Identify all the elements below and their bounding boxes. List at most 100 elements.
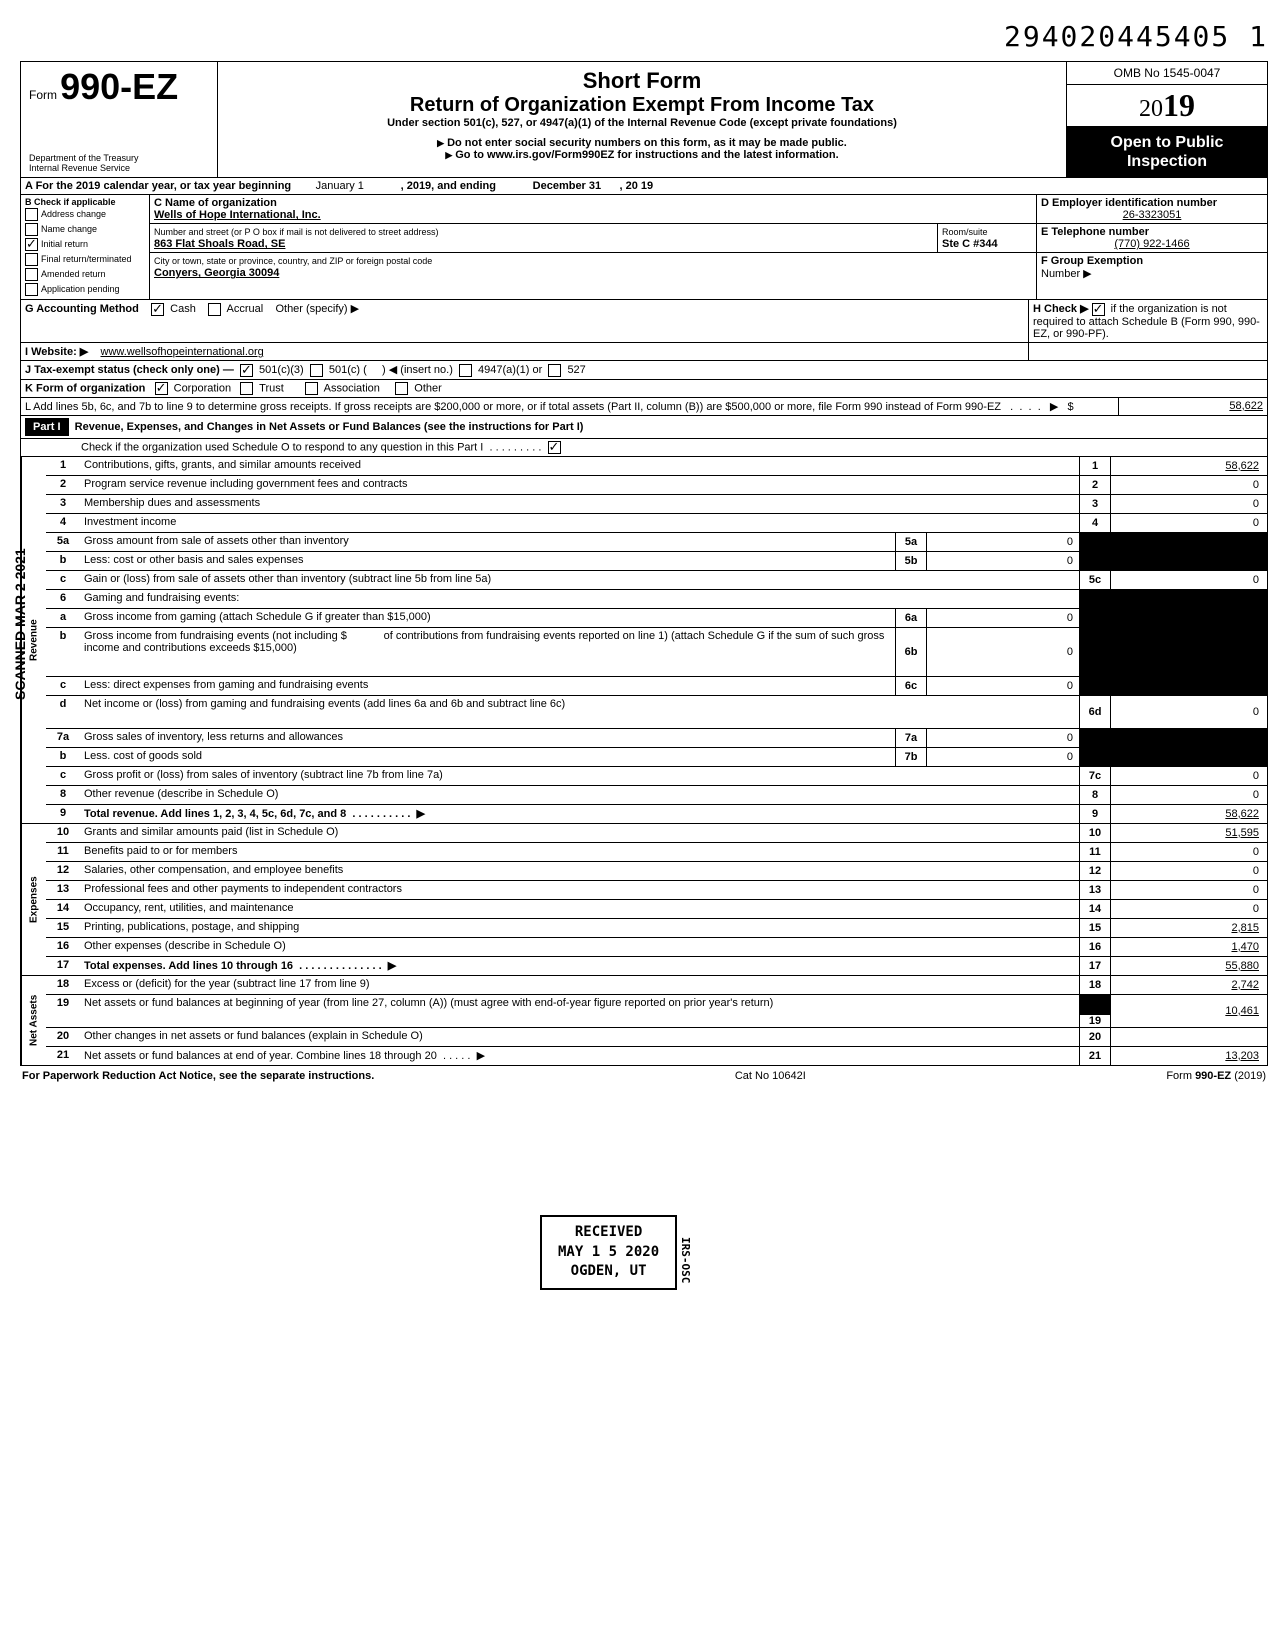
line6a-val: 0 xyxy=(927,609,1079,627)
check-amended[interactable] xyxy=(25,268,38,281)
check-name-change[interactable] xyxy=(25,223,38,236)
side-net-assets: Net Assets xyxy=(21,976,46,1065)
check-assoc[interactable] xyxy=(305,382,318,395)
line6-text: Gaming and fundraising events: xyxy=(80,590,1079,608)
part1-title: Revenue, Expenses, and Changes in Net As… xyxy=(75,421,584,433)
dept-treasury: Department of the Treasury Internal Reve… xyxy=(29,153,139,173)
side-expenses: Expenses xyxy=(21,824,46,975)
check-cash[interactable] xyxy=(151,303,164,316)
tax-year: 2019 xyxy=(1067,85,1267,127)
line12-text: Salaries, other compensation, and employ… xyxy=(80,862,1079,880)
line17-text: Total expenses. Add lines 10 through 16 … xyxy=(80,957,1079,975)
org-city: Conyers, Georgia 30094 xyxy=(154,267,279,279)
received-stamp: IRS-OSC RECEIVED MAY 1 5 2020 OGDEN, UT xyxy=(540,1215,677,1290)
f-sub: Number ▶ xyxy=(1041,268,1092,280)
check-trust[interactable] xyxy=(240,382,253,395)
line8-text: Other revenue (describe in Schedule O) xyxy=(80,786,1079,804)
d-label: D Employer identification number xyxy=(1041,197,1217,209)
footer-left: For Paperwork Reduction Act Notice, see … xyxy=(22,1070,374,1082)
check-527[interactable] xyxy=(548,364,561,377)
warn-irs: Go to www.irs.gov/Form990EZ for instruct… xyxy=(445,149,838,161)
check-final-return[interactable] xyxy=(25,253,38,266)
footer-mid: Cat No 10642I xyxy=(735,1070,806,1082)
line18-text: Excess or (deficit) for the year (subtra… xyxy=(80,976,1079,994)
b-label: B Check if applicable xyxy=(25,197,116,207)
form-number: 990-EZ xyxy=(60,66,178,107)
phone-value: (770) 922-1466 xyxy=(1041,238,1263,250)
line20-val xyxy=(1111,1028,1267,1046)
line7b-text: Less. cost of goods sold xyxy=(80,748,895,766)
line4-text: Investment income xyxy=(80,514,1079,532)
form-header: Form 990-EZ Department of the Treasury I… xyxy=(20,61,1268,178)
line1-val: 58,622 xyxy=(1111,457,1267,475)
line5b-val: 0 xyxy=(927,552,1079,570)
side-revenue: Revenue xyxy=(21,457,46,823)
line5a-text: Gross amount from sale of assets other t… xyxy=(80,533,895,551)
stamp-date: MAY 1 5 2020 xyxy=(558,1243,659,1263)
a-end-year: , 20 19 xyxy=(619,180,653,192)
omb-number: OMB No 1545-0047 xyxy=(1067,62,1267,85)
line9-val: 58,622 xyxy=(1111,805,1267,823)
line2-val: 0 xyxy=(1111,476,1267,494)
line19-val: 10,461 xyxy=(1111,995,1267,1027)
check-schedule-o[interactable] xyxy=(548,441,561,454)
line1-text: Contributions, gifts, grants, and simila… xyxy=(80,457,1079,475)
line2-text: Program service revenue including govern… xyxy=(80,476,1079,494)
k-label: K Form of organization xyxy=(25,382,145,394)
a-label: A For the 2019 calendar year, or tax yea… xyxy=(25,180,291,192)
a-end-month: December 31 xyxy=(533,180,602,192)
line7c-text: Gross profit or (loss) from sales of inv… xyxy=(80,767,1079,785)
line6c-val: 0 xyxy=(927,677,1079,695)
e-label: E Telephone number xyxy=(1041,226,1149,238)
org-suite: Ste C #344 xyxy=(942,238,998,250)
footer: For Paperwork Reduction Act Notice, see … xyxy=(20,1066,1268,1086)
footer-right: Form 990-EZ (2019) xyxy=(1166,1070,1266,1082)
line6d-text: Net income or (loss) from gaming and fun… xyxy=(80,696,1079,728)
check-app-pending[interactable] xyxy=(25,283,38,296)
part1-row: Part I Revenue, Expenses, and Changes in… xyxy=(20,416,1268,439)
h-label: H Check ▶ xyxy=(1033,303,1089,315)
section-b: B Check if applicable Address change Nam… xyxy=(21,195,150,299)
line10-val: 51,595 xyxy=(1111,824,1267,842)
line16-val: 1,470 xyxy=(1111,938,1267,956)
check-h[interactable] xyxy=(1092,303,1105,316)
check-other-org[interactable] xyxy=(395,382,408,395)
short-form-title: Short Form xyxy=(228,68,1056,94)
check-accrual[interactable] xyxy=(208,303,221,316)
check-501c3[interactable] xyxy=(240,364,253,377)
org-address: 863 Flat Shoals Road, SE xyxy=(154,238,285,250)
g-label: G Accounting Method xyxy=(25,303,139,315)
check-501c[interactable] xyxy=(310,364,323,377)
form-label: Form xyxy=(29,88,57,102)
line6d-val: 0 xyxy=(1111,696,1267,728)
line4-val: 0 xyxy=(1111,514,1267,532)
i-label: I Website: ▶ xyxy=(25,346,88,358)
warn-ssn: Do not enter social security numbers on … xyxy=(437,137,847,149)
line6b-text: Gross income from fundraising events (no… xyxy=(80,628,895,676)
line15-val: 2,815 xyxy=(1111,919,1267,937)
stamp-side: IRS-OSC xyxy=(678,1237,693,1283)
line18-val: 2,742 xyxy=(1111,976,1267,994)
line16-text: Other expenses (describe in Schedule O) xyxy=(80,938,1079,956)
line11-text: Benefits paid to or for members xyxy=(80,843,1079,861)
line6a-text: Gross income from gaming (attach Schedul… xyxy=(80,609,895,627)
org-name: Wells of Hope International, Inc. xyxy=(154,209,321,221)
line5b-text: Less: cost or other basis and sales expe… xyxy=(80,552,895,570)
check-corp[interactable] xyxy=(155,382,168,395)
line9-text: Total revenue. Add lines 1, 2, 3, 4, 5c,… xyxy=(80,805,1079,823)
line5c-text: Gain or (loss) from sale of assets other… xyxy=(80,571,1079,589)
a-mid: , 2019, and ending xyxy=(401,180,496,192)
line13-val: 0 xyxy=(1111,881,1267,899)
check-4947[interactable] xyxy=(459,364,472,377)
part1-header: Part I xyxy=(25,418,69,436)
part1-check-text: Check if the organization used Schedule … xyxy=(81,441,483,453)
line5a-val: 0 xyxy=(927,533,1079,551)
ln-1: 1 xyxy=(46,457,80,475)
addr-label: Number and street (or P O box if mail is… xyxy=(154,227,438,237)
line3-text: Membership dues and assessments xyxy=(80,495,1079,513)
check-address-change[interactable] xyxy=(25,208,38,221)
line7a-val: 0 xyxy=(927,729,1079,747)
line6b-val: 0 xyxy=(927,628,1079,676)
ein-value: 26-3323051 xyxy=(1041,209,1263,221)
check-initial-return[interactable] xyxy=(25,238,38,251)
